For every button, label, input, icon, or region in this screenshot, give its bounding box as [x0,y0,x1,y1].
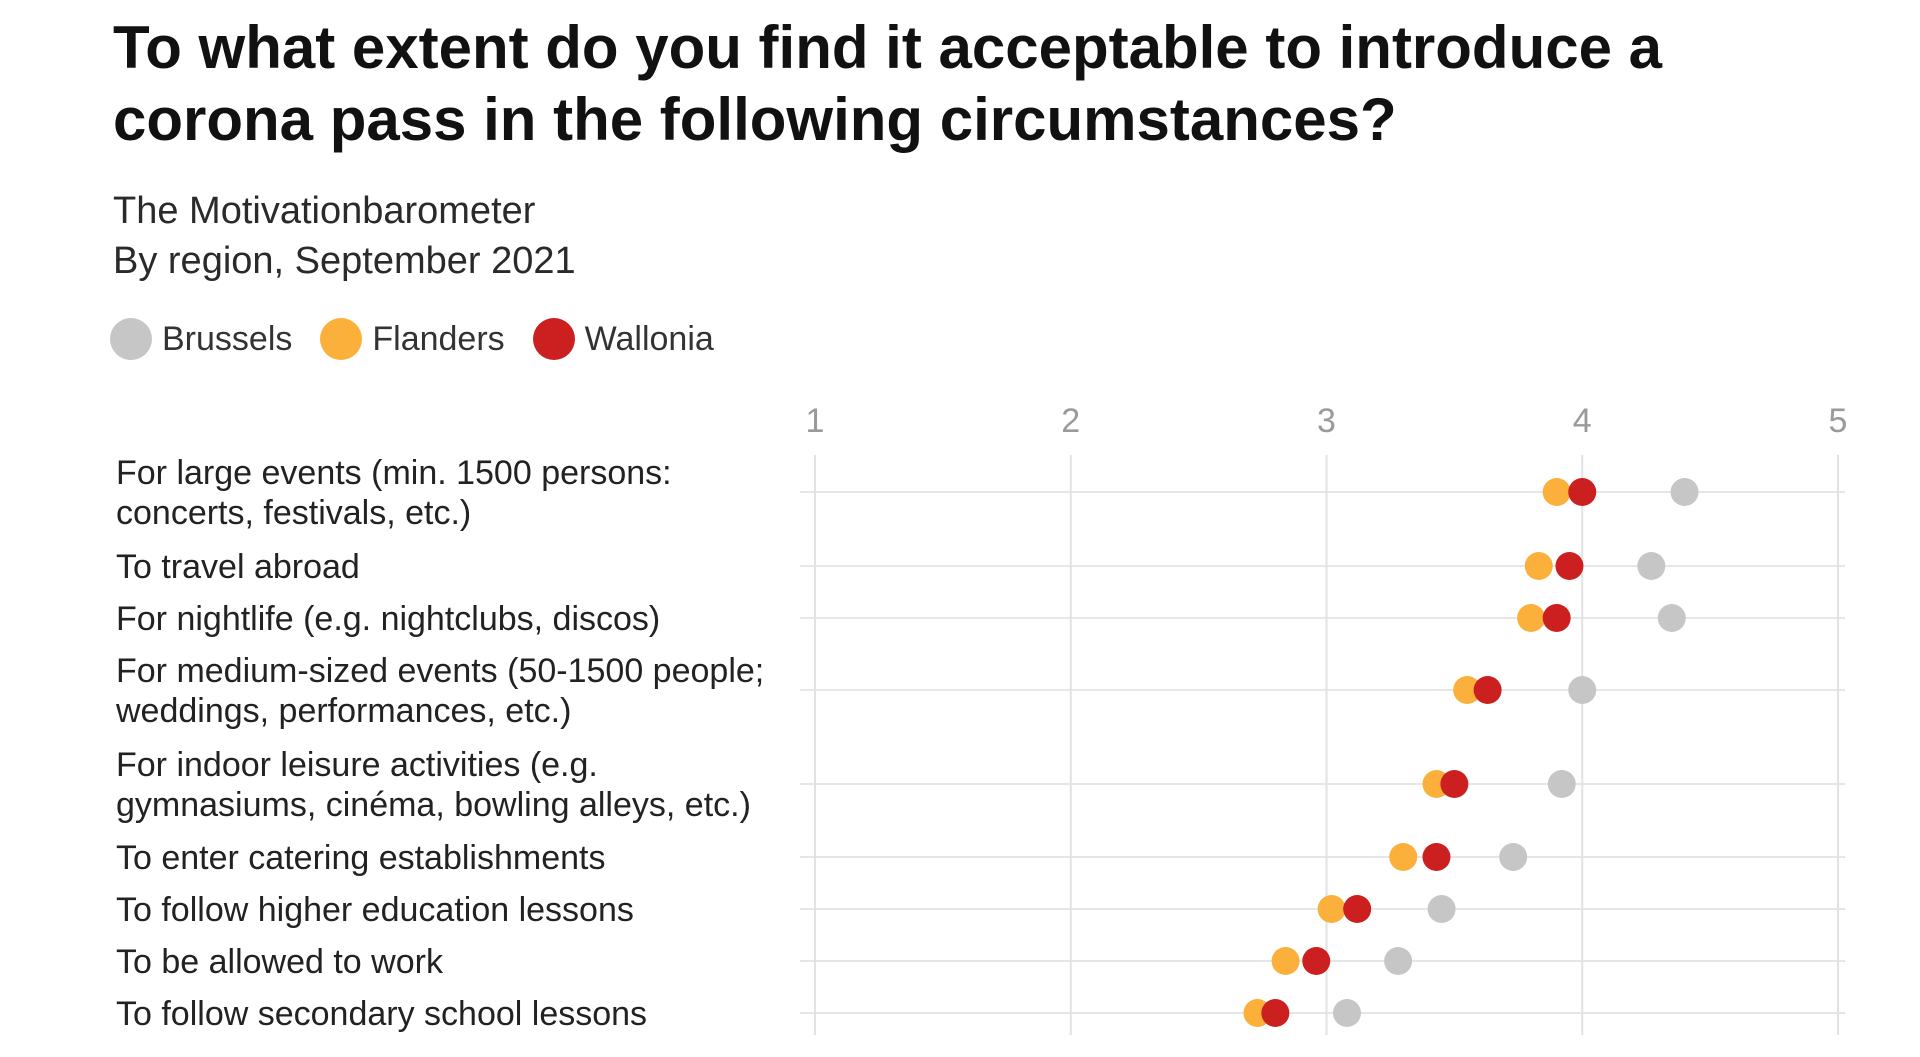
chart-subtitle: The Motivationbarometer By region, Septe… [113,186,576,286]
point-wallonia-8 [1302,947,1331,975]
subtitle-line-source: The Motivationbarometer [113,190,536,232]
x-tick-label-3: 3 [1317,402,1336,440]
category-label-6: To enter catering establishments [116,839,605,877]
legend-swatch-flanders [320,318,363,360]
point-brussels-9 [1332,999,1361,1027]
point-flanders-6 [1389,843,1418,871]
point-flanders-1 [1542,478,1571,506]
point-wallonia-6 [1422,843,1451,871]
category-label-4-line-2: weddings, performances, etc.) [115,692,571,730]
legend-item-brussels: Brussels [110,318,292,360]
category-label-5-line-1: For indoor leisure activities (e.g. [116,746,598,784]
category-label-2: To travel abroad [116,548,360,586]
point-flanders-8 [1271,947,1300,975]
chart-title: To what extent do you find it acceptable… [113,14,1663,153]
point-wallonia-7 [1343,895,1372,923]
point-brussels-7 [1427,895,1456,923]
point-flanders-2 [1524,552,1553,580]
legend-item-wallonia: Wallonia [532,318,714,360]
point-wallonia-5 [1440,770,1469,798]
category-label-3: For nightlife (e.g. nightclubs, discos) [116,600,660,638]
point-brussels-5 [1547,770,1576,798]
point-brussels-3 [1657,604,1686,632]
category-label-1-line-1: For large events (min. 1500 persons: [116,454,672,492]
category-label-9: To follow secondary school lessons [116,995,647,1033]
point-brussels-4 [1568,676,1597,704]
point-flanders-3 [1517,604,1546,632]
legend-swatch-brussels [110,318,152,360]
x-tick-label-4: 4 [1573,402,1592,440]
point-wallonia-3 [1542,604,1571,632]
legend-item-flanders: Flanders [320,318,505,360]
point-wallonia-4 [1473,676,1502,704]
point-brussels-6 [1499,843,1528,871]
category-label-5-line-2: gymnasiums, cinéma, bowling alleys, etc.… [116,786,751,824]
x-tick-label-1: 1 [806,402,825,440]
point-wallonia-1 [1568,478,1597,506]
category-label-1-line-2: concerts, festivals, etc.) [116,494,471,532]
point-flanders-7 [1317,895,1346,923]
point-brussels-2 [1637,552,1666,580]
legend-label-wallonia: Wallonia [584,319,714,358]
x-tick-label-5: 5 [1829,402,1848,440]
legend-swatch-wallonia [532,318,575,360]
point-wallonia-2 [1555,552,1584,580]
x-tick-label-2: 2 [1061,402,1080,440]
category-label-4-line-1: For medium-sized events (50-1500 people; [116,652,764,690]
chart-legend: Brussels Flanders Wallonia [110,318,742,360]
category-label-7: To follow higher education lessons [116,891,634,929]
point-wallonia-9 [1261,999,1290,1027]
point-flanders-4 [1453,676,1482,704]
point-brussels-8 [1384,947,1413,975]
subtitle-line-date: By region, September 2021 [113,240,576,282]
legend-label-flanders: Flanders [372,319,505,358]
legend-label-brussels: Brussels [162,319,293,358]
point-brussels-1 [1670,478,1699,506]
category-label-8: To be allowed to work [116,943,444,981]
